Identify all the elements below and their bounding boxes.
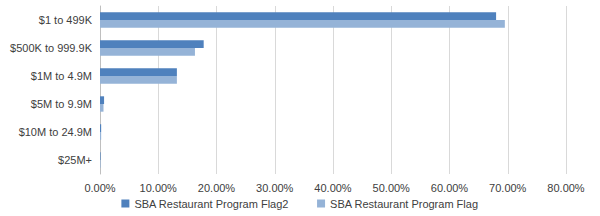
svg-text:10.00%: 10.00% [140,182,178,194]
svg-text:30.00%: 30.00% [256,182,294,194]
svg-text:$10M to 24.9M: $10M to 24.9M [19,126,92,138]
svg-text:$1 to 499K: $1 to 499K [39,14,93,26]
svg-text:70.00%: 70.00% [489,182,527,194]
svg-text:$1M to 4.9M: $1M to 4.9M [31,70,92,82]
svg-text:60.00%: 60.00% [431,182,469,194]
svg-text:40.00%: 40.00% [314,182,352,194]
svg-text:20.00%: 20.00% [198,182,236,194]
svg-text:$500K to 999.9K: $500K to 999.9K [10,42,93,54]
svg-text:50.00%: 50.00% [373,182,411,194]
svg-text:SBA Restaurant Program Flag: SBA Restaurant Program Flag [330,198,478,210]
svg-text:SBA Restaurant Program Flag2: SBA Restaurant Program Flag2 [134,198,288,210]
svg-text:80.00%: 80.00% [547,182,585,194]
svg-text:$5M to 9.9M: $5M to 9.9M [31,98,92,110]
svg-text:0.00%: 0.00% [84,182,115,194]
svg-text:$25M+: $25M+ [58,154,92,166]
